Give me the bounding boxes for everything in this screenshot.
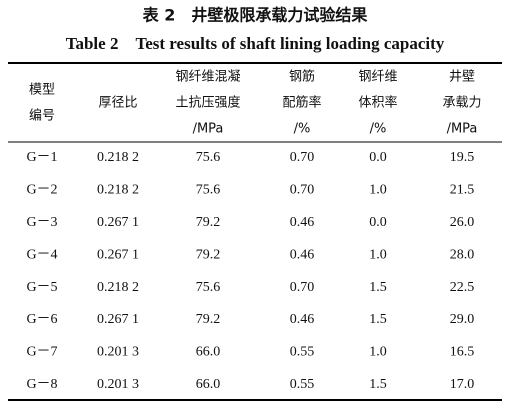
table-cell: 1.5 bbox=[369, 280, 387, 295]
table-cell: 0.55 bbox=[290, 345, 315, 360]
header-cell: /% bbox=[294, 122, 311, 137]
table-cell: 0.0 bbox=[369, 215, 387, 230]
table-cell: 0.218 2 bbox=[97, 150, 139, 165]
table-cell: G－5 bbox=[26, 280, 57, 295]
header-cell: 体积率 bbox=[358, 95, 397, 111]
header-cell: 模型 bbox=[29, 83, 55, 98]
table-cell: 1.0 bbox=[369, 183, 387, 198]
table-cell: 75.6 bbox=[196, 183, 221, 198]
header-cell: 钢纤维混凝 bbox=[175, 69, 240, 85]
table-cell: 0.267 1 bbox=[97, 312, 139, 327]
header-cell: 土抗压强度 bbox=[175, 95, 240, 111]
table-cell: 79.2 bbox=[196, 215, 221, 230]
table-cell: 1.5 bbox=[369, 377, 387, 392]
table-cell: 0.218 2 bbox=[97, 280, 139, 295]
table-cell: 0.267 1 bbox=[97, 215, 139, 230]
table-cell: 0.70 bbox=[290, 280, 315, 295]
header-cell: 配筋率 bbox=[282, 95, 321, 111]
header-cell: 厚径比 bbox=[98, 96, 137, 111]
table-cell: 1.5 bbox=[369, 312, 387, 327]
table-cell: 1.0 bbox=[369, 247, 387, 262]
table-cell: 75.6 bbox=[196, 150, 221, 165]
table-cell: 19.5 bbox=[450, 150, 475, 165]
table-cell: 0.70 bbox=[290, 183, 315, 198]
title-zh: 表 2 井壁极限承载力试验结果 bbox=[142, 6, 368, 25]
table-cell: 22.5 bbox=[450, 280, 475, 295]
table-cell: 79.2 bbox=[196, 312, 221, 327]
table-cell: 16.5 bbox=[450, 345, 475, 360]
table-cell: 0.267 1 bbox=[97, 247, 139, 262]
table-cell: G－7 bbox=[26, 345, 57, 360]
table-cell: 0.46 bbox=[290, 312, 315, 327]
table-cell: G－8 bbox=[26, 377, 57, 392]
table-cell: 0.55 bbox=[290, 377, 315, 392]
header-cell: 井壁 bbox=[449, 70, 475, 85]
table-cell: 0.70 bbox=[290, 150, 315, 165]
title-en: Table 2 Test results of shaft lining loa… bbox=[66, 34, 445, 53]
table-cell: 79.2 bbox=[196, 247, 221, 262]
table-cell: 66.0 bbox=[196, 377, 221, 392]
table-cell: 28.0 bbox=[450, 247, 475, 262]
table-cell: 26.0 bbox=[450, 215, 475, 230]
table-cell: G－2 bbox=[26, 183, 57, 198]
header-cell: /MPa bbox=[447, 122, 478, 137]
table-cell: 17.0 bbox=[450, 377, 475, 392]
table-cell: 0.0 bbox=[369, 150, 387, 165]
table-cell: 1.0 bbox=[369, 345, 387, 360]
header-cell: /MPa bbox=[193, 122, 224, 137]
table-cell: 0.46 bbox=[290, 215, 315, 230]
table-cell: 0.201 3 bbox=[97, 345, 139, 360]
table-cell: 0.46 bbox=[290, 247, 315, 262]
table-cell: 0.201 3 bbox=[97, 377, 139, 392]
table-cell: G－6 bbox=[26, 312, 57, 327]
header-cell: 编号 bbox=[29, 109, 55, 124]
header-cell: 钢筋 bbox=[289, 69, 315, 85]
table-cell: 21.5 bbox=[450, 183, 475, 198]
table-cell: 66.0 bbox=[196, 345, 221, 360]
header-cell: 承载力 bbox=[442, 96, 481, 111]
table-cell: G－4 bbox=[26, 247, 57, 262]
table-cell: G－3 bbox=[26, 215, 57, 230]
header-cell: 钢纤维 bbox=[358, 70, 397, 85]
table-cell: 29.0 bbox=[450, 312, 475, 327]
table-cell: 75.6 bbox=[196, 280, 221, 295]
header-cell: /% bbox=[370, 122, 387, 137]
table-cell: 0.218 2 bbox=[97, 183, 139, 198]
table-cell: G－1 bbox=[26, 150, 57, 165]
